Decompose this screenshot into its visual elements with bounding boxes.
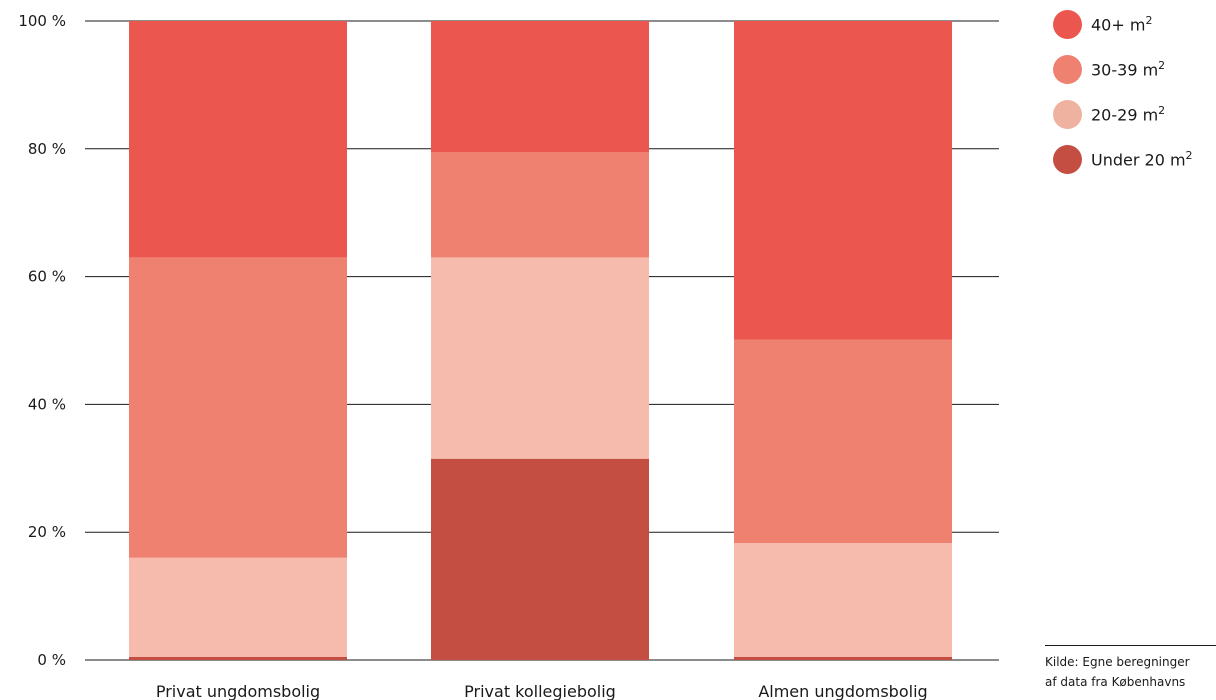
legend-swatch [1053,100,1082,129]
legend-label: 30-39 m2 [1091,59,1166,80]
legend-label: 20-29 m2 [1091,104,1166,125]
bar-segment [129,557,347,657]
bar-segment [431,458,649,660]
bar-segment [734,339,952,544]
legend-label: Under 20 m2 [1091,149,1193,170]
bar-segment [431,21,649,152]
legend-item-30-39: 30-39 m2 [1053,55,1193,84]
bar-segment [734,656,952,660]
legend-item-under-20: Under 20 m2 [1053,145,1193,174]
x-axis-categories: Privat ungdomsbolig Privat kollegiebolig A… [156,682,928,700]
bar-segment [129,21,347,258]
bar-segment [129,656,347,660]
legend-swatch [1053,145,1082,174]
legend-item-40-plus: 40+ m2 [1053,10,1193,39]
bar-segment [734,543,952,657]
x-category-label: Privat ungdomsbolig [156,682,320,700]
bar-segment [734,21,952,340]
bars [129,21,952,660]
bar-segment [431,257,649,459]
y-tick-label: 80 % [28,140,66,158]
legend-swatch [1053,55,1082,84]
legend-label: 40+ m2 [1091,14,1153,35]
bar-segment [431,151,649,258]
x-category-label: Privat kollegiebolig [464,682,616,700]
y-axis-ticks: 0 % 20 % 40 % 60 % 80 % 100 % [18,12,66,669]
y-tick-label: 0 % [37,651,66,669]
source-note: Kilde: Egne beregninger af data fra Købe… [1045,645,1216,692]
bar-segment [129,257,347,558]
source-line-1: Kilde: Egne beregninger [1045,655,1190,669]
y-tick-label: 100 % [18,12,66,30]
x-category-label: Almen ungdomsbolig [758,682,927,700]
source-line-2: af data fra Københavns [1045,675,1186,689]
legend-item-20-29: 20-29 m2 [1053,100,1193,129]
y-tick-label: 40 % [28,395,66,413]
y-tick-label: 60 % [28,268,66,286]
legend: 40+ m2 30-39 m2 20-29 m2 Under 20 m2 [1053,10,1193,190]
legend-swatch [1053,10,1082,39]
y-tick-label: 20 % [28,523,66,541]
